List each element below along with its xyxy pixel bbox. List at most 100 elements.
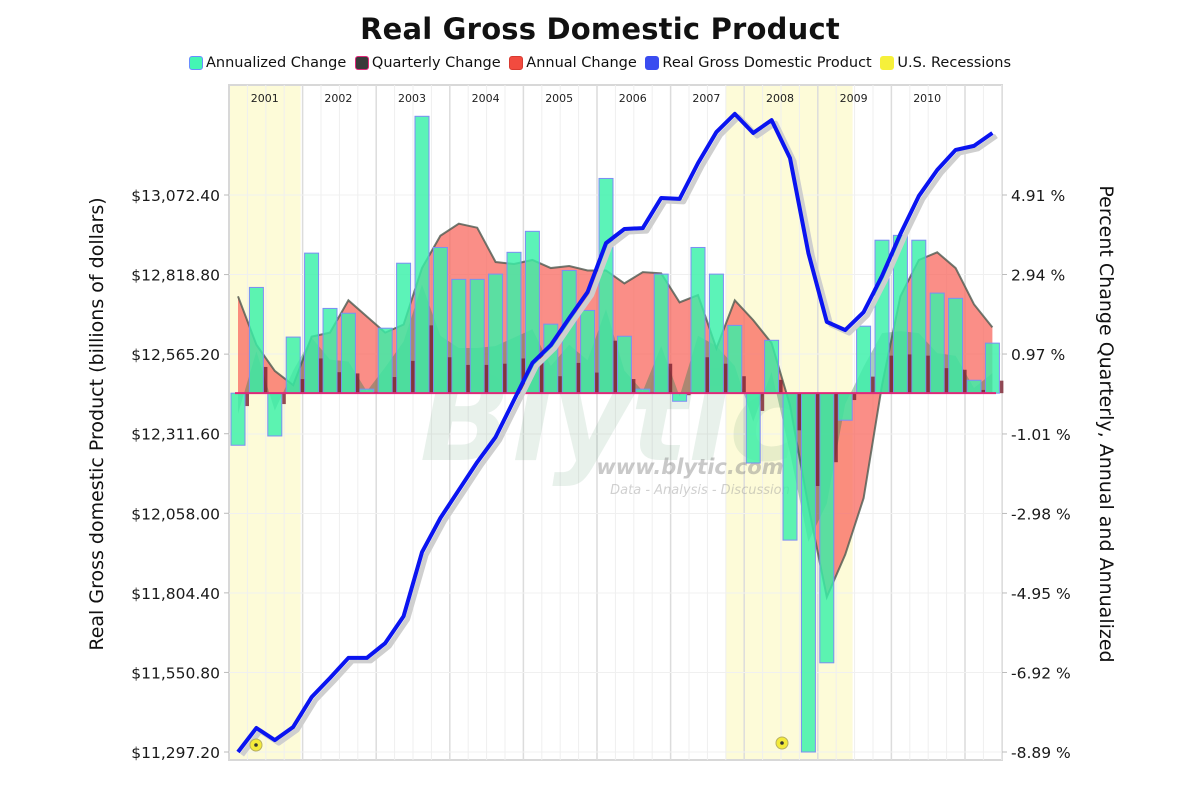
quarterly-bar (595, 372, 599, 394)
quarterly-bar (723, 363, 728, 394)
annualized-bar (856, 325, 872, 394)
quarterly-bar (319, 358, 323, 394)
legend-label: Real Gross Domestic Product (662, 55, 872, 71)
legend-item-recessions[interactable]: U.S. Recessions (880, 55, 1011, 71)
quarterly-bar (705, 357, 709, 394)
annualized-bar (304, 252, 320, 394)
annualized-bar (267, 392, 283, 437)
legend-label: Quarterly Change (371, 55, 501, 71)
quarterly-bar (613, 340, 617, 394)
annualized-bar (929, 292, 945, 394)
year-label: 2010 (913, 92, 941, 105)
quarterly-change-bars (245, 325, 1004, 487)
legend-item-annual-change[interactable]: Annual Change (509, 55, 637, 71)
annualized-bar (469, 278, 485, 394)
annualized-bar (580, 309, 596, 394)
quarterly-bar (411, 360, 415, 394)
quarterly-bar (742, 376, 746, 394)
right-tick-label: 2.94 % (1011, 267, 1065, 285)
quarterly-bar (834, 393, 838, 463)
quarterly-bar (263, 366, 268, 394)
annualized-bar (340, 312, 356, 394)
quarterly-bar (521, 358, 525, 394)
right-tick-label: 0.97 % (1011, 346, 1065, 364)
legend-item-real-gdp[interactable]: Real Gross Domestic Product (645, 55, 872, 71)
annualized-bar (432, 246, 448, 394)
quarterly-bar (963, 369, 967, 394)
quarterly-bar (355, 373, 360, 394)
year-label: 2003 (398, 92, 426, 105)
legend-item-quarterly-change[interactable]: Quarterly Change (354, 55, 501, 71)
right-tick-label: 4.91 % (1011, 187, 1065, 205)
legend-label: Annualized Change (206, 55, 347, 71)
quarterly-bar (944, 368, 949, 394)
legend-swatch-annual (509, 56, 524, 70)
left-tick-label: $11,550.80 (131, 664, 220, 682)
quarterly-bar (815, 393, 820, 487)
quarterly-bar (429, 325, 433, 394)
annualized-bar (414, 115, 430, 394)
recession-marker-dot (780, 741, 784, 745)
left-axis-title: Real Gross domestic Product (billions of… (86, 197, 108, 650)
annualized-bar (616, 335, 632, 394)
annualized-bar (727, 324, 743, 394)
quarterly-bar (245, 393, 249, 407)
quarterly-bar (981, 389, 985, 394)
annualized-bar (837, 392, 853, 421)
quarterly-bar (779, 379, 783, 394)
recession-markers (249, 736, 789, 752)
left-tick-label: $12,565.20 (131, 346, 220, 364)
legend: Annualized Change Quarterly Change Annua… (0, 55, 1200, 74)
quarterly-bar (668, 363, 673, 394)
quarterly-bar (539, 353, 544, 394)
annualized-bar (948, 297, 964, 394)
watermark-tagline: Data - Analysis - Discussion (610, 483, 790, 498)
year-label: 2009 (840, 92, 868, 105)
right-tick-label: -2.98 % (1011, 505, 1071, 523)
quarterly-bar (447, 357, 452, 394)
annualized-bar (690, 246, 706, 394)
left-tick-label: $11,297.20 (131, 744, 220, 762)
year-label: 2007 (692, 92, 720, 105)
annualized-bar (911, 239, 927, 394)
annualized-bar (782, 392, 798, 541)
recession-marker-dot (254, 743, 258, 747)
legend-swatch-gdp (645, 56, 660, 70)
annualized-bar (653, 273, 669, 394)
quarterly-bar (466, 364, 470, 394)
quarterly-bar (576, 362, 581, 394)
annual-change-line (237, 222, 994, 601)
legend-label: Annual Change (526, 55, 637, 71)
year-label: 2005 (545, 92, 573, 105)
quarterly-bar (926, 355, 930, 394)
annualized-bar (451, 278, 467, 394)
legend-swatch-recessions (880, 56, 895, 70)
year-label: 2001 (251, 92, 279, 105)
legend-label: U.S. Recessions (897, 55, 1011, 71)
legend-swatch-quarterly (354, 56, 369, 70)
legend-swatch-annualized (189, 56, 203, 70)
annualized-bar (708, 273, 724, 394)
quarterly-bar (300, 379, 305, 394)
quarterly-bar (503, 363, 507, 394)
annualized-bar (764, 339, 780, 394)
annualized-bar (488, 273, 504, 394)
annualized-bar (506, 251, 522, 394)
annualized-bar (248, 286, 264, 394)
annualized-bar (672, 392, 688, 402)
annualized-bar (598, 177, 614, 394)
quarterly-bar (889, 355, 893, 394)
annualized-bar (984, 342, 1000, 394)
year-label: 2002 (324, 92, 352, 105)
legend-item-annualized-change[interactable]: Annualized Change (189, 55, 346, 71)
quarterly-bar (852, 393, 857, 401)
annualized-bar (396, 262, 412, 394)
axes: $13,072.40 $12,818.80 $12,565.20 $12,311.60… (131, 187, 1071, 762)
quarterly-bar (760, 393, 765, 411)
annualized-bar (819, 392, 835, 664)
left-tick-label: $12,818.80 (131, 267, 220, 285)
annualized-bar (377, 327, 393, 394)
annualized-bar (285, 336, 301, 394)
quarterly-bar (871, 376, 875, 394)
